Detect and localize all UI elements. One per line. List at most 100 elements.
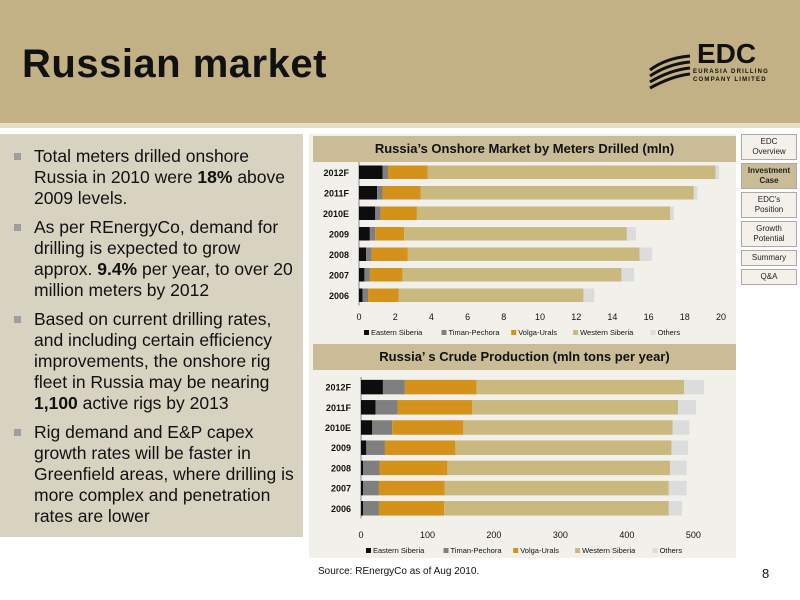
legend-label: Eastern Siberia — [371, 328, 423, 337]
bar-segment — [362, 480, 379, 496]
legend-label: Western Siberia — [582, 546, 636, 555]
bar-segment — [366, 440, 385, 455]
bar-segment — [668, 501, 683, 516]
legend-label: Others — [658, 328, 681, 337]
bar-segment — [359, 186, 378, 200]
category-label: 2008 — [331, 463, 351, 473]
bar-segment — [427, 165, 716, 179]
legend-swatch — [652, 548, 658, 553]
nav-item-growth-potential[interactable]: Growth Potential — [741, 221, 797, 247]
bar-segment — [361, 400, 376, 415]
nav-item-edc-s-position[interactable]: EDC's Position — [741, 192, 797, 218]
legend-label: Timan-Pechora — [449, 328, 501, 337]
bar-segment — [668, 480, 687, 496]
category-label: 2006 — [331, 504, 351, 514]
legend-swatch — [364, 330, 369, 335]
category-label: 2011F — [326, 403, 352, 413]
edc-logo-icon — [649, 54, 691, 90]
bar-segment — [463, 420, 673, 435]
legend-swatch — [575, 548, 581, 553]
bar-segment — [361, 480, 363, 496]
legend-label: Timan-Pechora — [451, 546, 503, 555]
category-label: 2009 — [329, 229, 349, 239]
chart1-title: Russia’s Onshore Market by Meters Drille… — [313, 136, 736, 162]
bullet-highlight: 1,100 — [34, 393, 78, 413]
bar-segment — [369, 227, 376, 241]
category-label: 2007 — [329, 270, 349, 280]
bar-segment — [359, 288, 363, 302]
bar-segment — [392, 420, 464, 435]
x-tick-label: 0 — [356, 312, 361, 322]
bar-segment — [639, 247, 653, 261]
bullet-highlight: 9.4% — [97, 259, 138, 279]
bar-segment — [420, 186, 694, 200]
bullet-text: per year, to over 20 million meters by 2… — [34, 259, 293, 300]
x-tick-label: 2 — [393, 312, 398, 322]
bar-segment — [455, 440, 672, 455]
bar-segment — [444, 501, 669, 516]
bullet-text: Based on current drilling rates, and inc… — [34, 309, 273, 392]
x-tick-label: 16 — [644, 312, 654, 322]
legend-swatch — [443, 548, 449, 553]
category-label: 2006 — [329, 291, 349, 301]
crude-production-chart: 2012F 2011F 2010E 2009 2008 2007 2006 0 100 200 30… — [325, 377, 705, 555]
bar-segment — [404, 227, 627, 241]
bar-segment — [362, 460, 380, 476]
nav-item-investment-case[interactable]: Investment Case — [741, 163, 797, 189]
bar-segment — [626, 227, 636, 241]
x-tick-label: 14 — [607, 312, 617, 322]
bar-segment — [362, 288, 369, 302]
bullet-square-icon — [14, 429, 21, 436]
category-label: 2012F — [325, 383, 351, 393]
x-tick-label: 18 — [680, 312, 690, 322]
bar-segment — [693, 186, 698, 200]
bullet-panel — [0, 134, 303, 537]
x-tick-label: 6 — [465, 312, 470, 322]
bullet-text: above 2009 levels. — [34, 167, 285, 208]
bar-segment — [447, 460, 671, 476]
legend-label: Others — [660, 546, 683, 555]
bar-segment — [375, 227, 405, 241]
source-note: Source: REnergyCo as of Aug 2010. — [318, 566, 480, 577]
meters-drilled-chart: 2012F 2011F 2010E 2009 2008 2007 2006 0 2 4 6 8 10 12… — [323, 162, 726, 337]
legend-swatch — [650, 330, 656, 335]
nav-item-edc-overview[interactable]: EDC Overview — [741, 134, 797, 160]
legend-swatch — [573, 330, 579, 335]
header-divider — [0, 123, 800, 128]
bar-segment — [382, 165, 388, 179]
bullet-item: Total meters drilled onshore Russia in 2… — [12, 146, 302, 209]
bar-segment — [380, 206, 417, 220]
nav-item-q-a[interactable]: Q&A — [741, 269, 797, 285]
page-number: 8 — [762, 566, 770, 581]
bar-segment — [361, 501, 363, 516]
nav-item-summary[interactable]: Summary — [741, 250, 797, 266]
bar-segment — [368, 288, 399, 302]
legend-label: Volga-Urals — [518, 328, 557, 337]
x-tick-label: 100 — [420, 530, 435, 540]
bar-segment — [672, 420, 690, 435]
bar-segment — [583, 288, 595, 302]
category-label: 2009 — [331, 443, 351, 453]
bullet-highlight: 18% — [197, 167, 233, 187]
bar-segment — [684, 379, 705, 395]
bar-segment — [715, 165, 720, 179]
bar-segment — [362, 501, 379, 516]
bullet-text: As per REnergyCo, demand for drilling is… — [34, 217, 279, 279]
x-tick-label: 12 — [571, 312, 581, 322]
bullet-item: Rig demand and E&P capex growth rates wi… — [12, 422, 302, 527]
bar-segment — [407, 247, 640, 261]
bullet-text: active rigs by 2013 — [77, 393, 229, 413]
bar-segment — [359, 165, 383, 179]
bar-segment — [444, 480, 669, 496]
bar-segment — [678, 400, 697, 415]
bar-segment — [387, 165, 428, 179]
bullet-item: Based on current drilling rates, and inc… — [12, 309, 302, 414]
bar-segment — [382, 379, 405, 395]
bar-segment — [476, 379, 685, 395]
bar-segment — [372, 420, 393, 435]
x-tick-label: 20 — [716, 312, 726, 322]
category-label: 2011F — [324, 188, 350, 198]
bullet-square-icon — [14, 153, 21, 160]
bar-segment — [359, 247, 367, 261]
bar-segment — [377, 186, 383, 200]
